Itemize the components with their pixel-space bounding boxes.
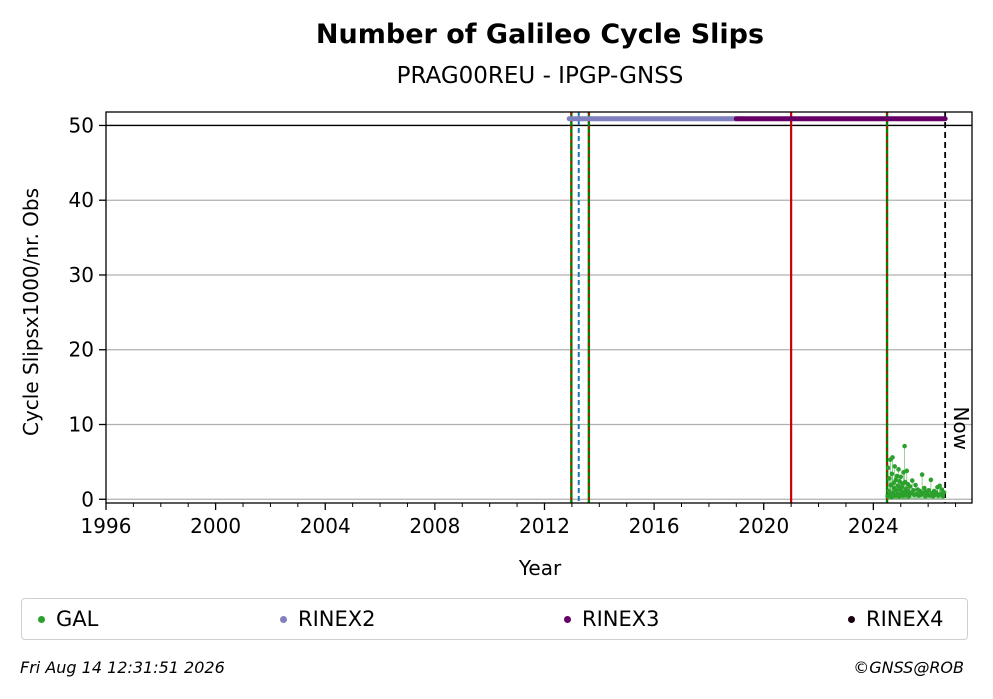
footer-copyright: ©GNSS@ROB	[853, 658, 964, 677]
chart: Number of Galileo Cycle Slips PRAG00REU …	[19, 19, 973, 580]
x-tick-label-2000: 2000	[190, 514, 241, 538]
y-tick-label-40: 40	[69, 188, 94, 212]
vertical-lines	[570, 112, 947, 503]
y-tick-label-30: 30	[69, 263, 94, 287]
x-tick-label-2008: 2008	[409, 514, 460, 538]
data-point-57	[926, 487, 931, 493]
grid-layer	[106, 124, 972, 500]
y-tick-label-20: 20	[69, 338, 94, 362]
data-point-3	[886, 476, 892, 481]
data-point-9	[890, 455, 895, 460]
data-point-71	[941, 490, 947, 495]
y-axis-label: Cycle Slipsx1000/nr. Obs	[19, 188, 43, 436]
data-point-59	[928, 477, 934, 483]
legend-label-rinex3: RINEX3	[582, 607, 660, 631]
data-point-53	[922, 485, 927, 491]
data-point-17	[894, 473, 900, 479]
y-tick-label-10: 10	[69, 413, 94, 437]
legend-label-gal: GAL	[56, 607, 99, 631]
y-tick-label-0: 0	[81, 487, 94, 511]
now-label: Now	[949, 406, 973, 450]
legend-marker-rinex2	[280, 615, 287, 623]
legend-marker-rinex4	[848, 615, 855, 623]
legend-item-rinex3: RINEX3	[564, 599, 660, 639]
data-point-67	[937, 483, 942, 489]
data-point-31	[902, 443, 907, 449]
x-tick-label-2016: 2016	[629, 514, 680, 538]
x-tick-label-2024: 2024	[848, 514, 899, 538]
data-point-26	[899, 485, 905, 490]
data-point-45	[913, 482, 918, 488]
legend-item-gal: GAL	[38, 599, 98, 639]
x-tick-label-2012: 2012	[519, 514, 570, 538]
legend-item-rinex2: RINEX2	[280, 599, 376, 639]
data-point-51	[919, 472, 925, 477]
data-point-1	[885, 465, 891, 471]
legend-label-rinex4: RINEX4	[866, 607, 944, 631]
legend: GAL RINEX2 RINEX3 RINEX4	[21, 598, 968, 640]
x-axis-label: Year	[518, 556, 562, 580]
data-point-19	[895, 483, 901, 489]
x-tick-label-2020: 2020	[738, 514, 789, 538]
data-point-16	[894, 487, 899, 493]
data-point-13	[892, 464, 898, 469]
chart-title: Number of Galileo Cycle Slips	[316, 19, 764, 50]
legend-item-rinex4: RINEX4	[848, 599, 944, 639]
axis-ticks: 1996 2000 2004 2008 2012 2016 2020 2024 0 10 20 30 4…	[69, 113, 957, 538]
data-point-40	[907, 484, 913, 489]
data-point-24	[898, 474, 904, 480]
data-points	[885, 443, 947, 500]
data-point-20	[896, 467, 901, 472]
data-point-35	[904, 468, 910, 474]
footer-timestamp: Fri Aug 14 12:31:51 2026	[20, 658, 225, 677]
legend-label-rinex2: RINEX2	[298, 607, 376, 631]
x-tick-label-2004: 2004	[300, 514, 351, 538]
y-tick-label-50: 50	[69, 113, 94, 137]
plot-frame	[105, 111, 973, 504]
data-point-2	[886, 488, 891, 494]
legend-marker-rinex3	[564, 615, 571, 623]
chart-subtitle: PRAG00REU - IPGP-GNSS	[397, 63, 684, 89]
data-point-43	[911, 487, 916, 493]
legend-marker-gal	[38, 615, 45, 623]
data-point-8	[889, 471, 895, 477]
data-point-42	[909, 478, 915, 483]
x-tick-label-1996: 1996	[81, 514, 132, 538]
